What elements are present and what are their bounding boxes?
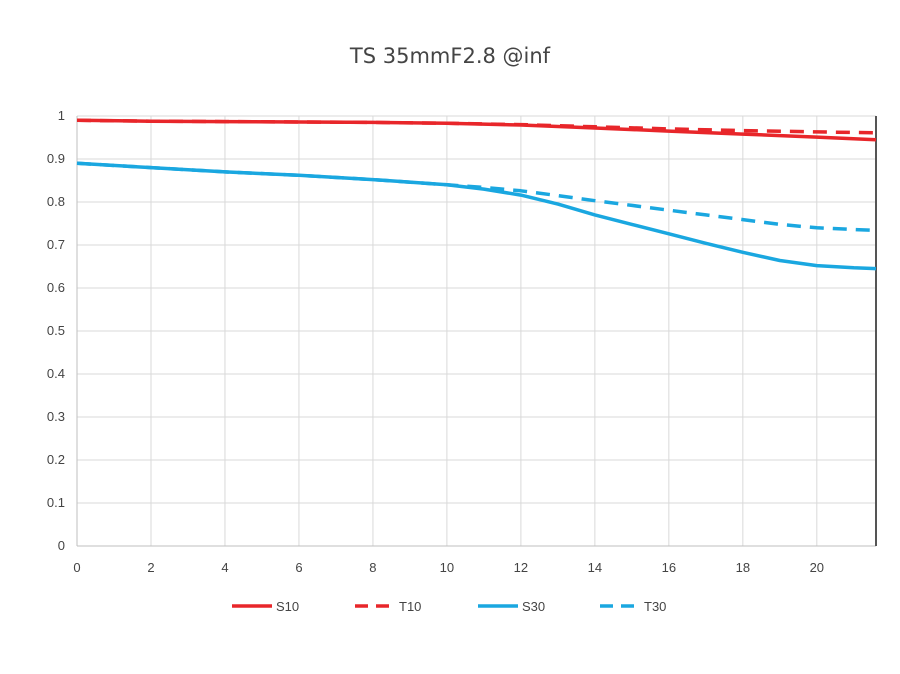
y-tick-label: 0.4: [47, 366, 65, 381]
chart-title: TS 35mmF2.8 @inf: [349, 44, 551, 68]
series-lines: [76, 118, 877, 271]
x-tick-label: 4: [221, 560, 228, 575]
x-tick-label: 8: [369, 560, 376, 575]
x-tick-label: 14: [588, 560, 602, 575]
x-tick-label: 18: [736, 560, 750, 575]
series-line-t10: [76, 118, 877, 135]
axes: [76, 116, 877, 547]
x-tick-labels: 0 2 4 6 8 10 12 14 16 18 20: [73, 560, 824, 575]
y-tick-label: 0: [58, 538, 65, 553]
y-tick-label: 1: [58, 108, 65, 123]
x-tick-label: 0: [73, 560, 80, 575]
y-tick-label: 0.2: [47, 452, 65, 467]
x-tick-label: 16: [662, 560, 676, 575]
y-tick-label: 0.9: [47, 151, 65, 166]
series-line-s10: [76, 118, 877, 142]
y-tick-label: 0.3: [47, 409, 65, 424]
y-tick-label: 0.7: [47, 237, 65, 252]
x-tick-label: 10: [440, 560, 454, 575]
y-tick-labels: 0 0.1 0.2 0.3 0.4 0.5 0.6 0.7 0.8 0.9 1: [47, 108, 65, 553]
legend-label-s30: S30: [522, 599, 545, 614]
legend: S10 T10 S30 T30: [232, 599, 666, 614]
x-tick-label: 2: [147, 560, 154, 575]
series-line-t30: [76, 161, 877, 233]
x-tick-label: 12: [514, 560, 528, 575]
y-tick-label: 0.1: [47, 495, 65, 510]
y-tick-label: 0.8: [47, 194, 65, 209]
gridlines: [77, 115, 876, 547]
legend-label-s10: S10: [276, 599, 299, 614]
series-line-s30: [76, 161, 877, 271]
y-tick-label: 0.5: [47, 323, 65, 338]
legend-label-t10: T10: [399, 599, 421, 614]
x-tick-label: 6: [295, 560, 302, 575]
x-tick-label: 20: [810, 560, 824, 575]
y-tick-label: 0.6: [47, 280, 65, 295]
legend-label-t30: T30: [644, 599, 666, 614]
